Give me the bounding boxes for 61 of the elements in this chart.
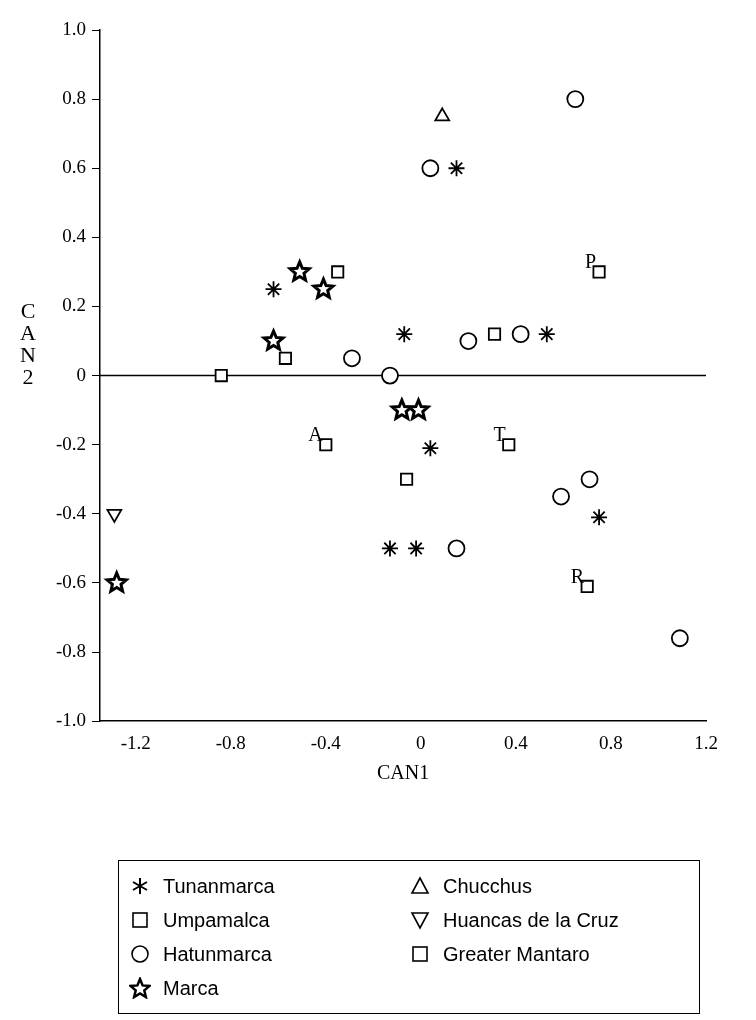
point [552,487,570,506]
y-tick-label: 0 [76,363,87,385]
legend-label: Hatunmarca [163,942,272,966]
point [264,280,283,299]
legend-label: Marca [163,976,219,1000]
point [400,472,414,486]
y-axis-title: CAN2 [19,298,37,389]
point [260,327,287,353]
x-tick-label: 0 [416,731,426,753]
legend-label: Chucchus [443,874,532,898]
y-tick-label: -0.2 [56,432,87,454]
legend-label: Umpamalca [163,908,270,932]
point [286,258,313,284]
point [580,470,599,489]
point [103,569,130,595]
point [331,265,345,279]
x-tick-label: -1.2 [120,731,151,753]
point [407,539,426,558]
point [590,508,608,527]
point [566,90,585,109]
point [343,349,361,368]
annotation: A [308,422,324,445]
annotation: R [570,564,585,587]
point [434,107,451,122]
point [511,325,530,344]
point [421,159,440,178]
point [459,332,478,350]
point [537,325,556,344]
x-axis-title: CAN1 [376,761,430,784]
annotation: T [493,422,506,445]
y-tick-label: -0.8 [56,640,87,662]
point [487,327,502,341]
annotation: P [584,250,597,273]
point [214,369,228,383]
x-tick-label: -0.8 [215,731,246,753]
point [310,275,337,301]
point [406,396,432,422]
y-tick-label: 1.0 [62,17,87,39]
y-tick-label: 0.2 [62,294,87,316]
x-tick-label: 0.4 [504,731,529,753]
y-tick-label: 0.6 [62,156,87,178]
y-tick-label: -0.6 [56,570,87,592]
point [421,439,440,458]
x-tick-label: 0.8 [599,731,623,753]
y-tick-label: 0.8 [62,87,87,109]
point [447,539,466,558]
point [381,366,399,385]
x-tick-label: 1.2 [694,731,718,753]
legend-label: Tunanmarca [163,874,275,898]
point [278,351,292,365]
point [670,629,689,648]
point [395,325,414,344]
legend-label: Huancas de la Cruz [443,908,619,932]
y-tick-label: -0.4 [56,501,87,523]
legend-label: Greater Mantaro [443,942,590,966]
point [106,508,123,523]
y-tick-label: 0.4 [62,225,87,247]
y-tick-label: -1.0 [56,709,87,731]
point [447,159,466,178]
x-tick-label: -0.4 [310,731,342,753]
point [381,539,399,558]
